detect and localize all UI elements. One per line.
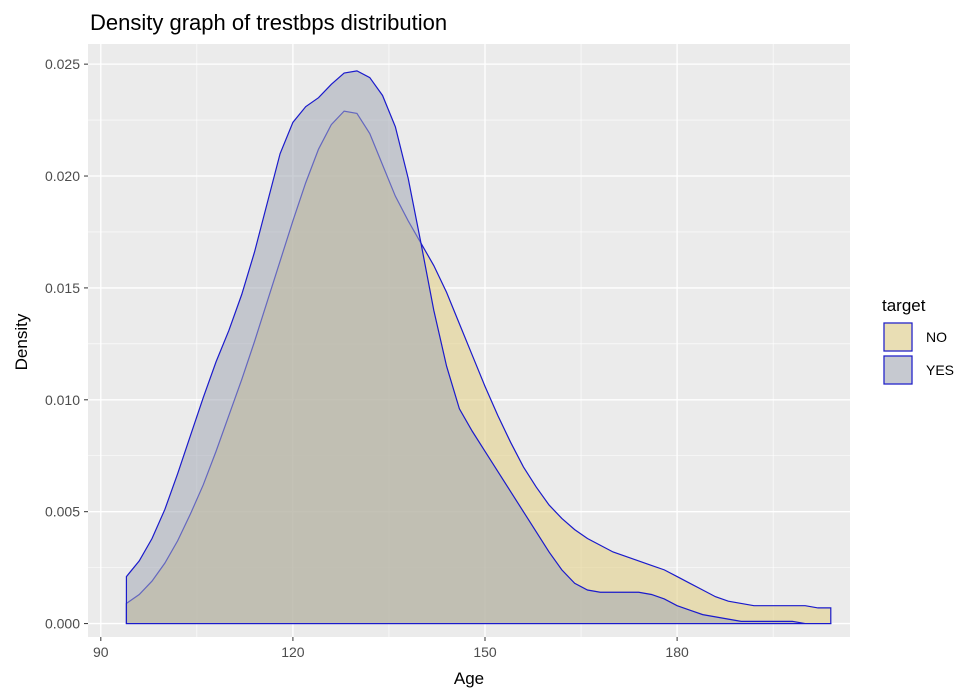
y-tick-label: 0.010 — [45, 392, 80, 408]
y-tick-label: 0.015 — [45, 280, 80, 296]
legend-label-no: NO — [926, 329, 947, 345]
x-tick-label: 180 — [665, 644, 689, 660]
x-axis: 90 120 150 180 — [93, 637, 689, 660]
y-tick-label: 0.020 — [45, 168, 80, 184]
y-axis-title: Density — [12, 313, 31, 370]
legend-swatch-no — [883, 322, 913, 352]
legend-title: target — [882, 296, 926, 315]
x-axis-title: Age — [454, 669, 484, 688]
legend: target NO YES — [882, 296, 954, 385]
x-tick-label: 120 — [281, 644, 305, 660]
y-axis: 0.000 0.005 0.010 0.015 0.020 0.025 — [45, 56, 88, 632]
legend-swatch-yes — [883, 355, 913, 385]
chart-title: Density graph of trestbps distribution — [90, 10, 447, 35]
y-tick-label: 0.005 — [45, 504, 80, 520]
y-tick-label: 0.000 — [45, 616, 80, 632]
density-area-yes — [125, 70, 832, 625]
x-tick-label: 150 — [473, 644, 497, 660]
x-tick-label: 90 — [93, 644, 109, 660]
density-areas — [125, 70, 832, 625]
legend-label-yes: YES — [926, 362, 954, 378]
y-tick-label: 0.025 — [45, 56, 80, 72]
